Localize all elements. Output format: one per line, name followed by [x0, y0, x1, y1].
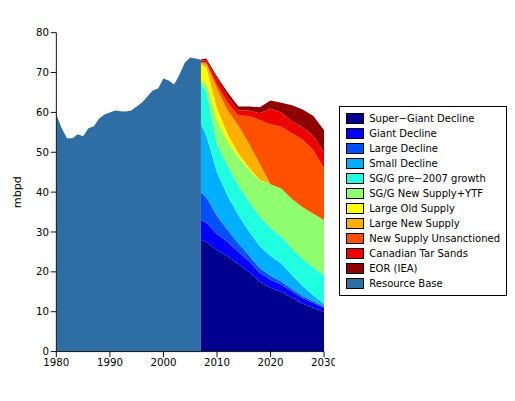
- html-text:New Supply Unsanctioned: New Supply Unsanctioned: [369, 232, 500, 244]
- svg-text:2030: 2030: [311, 357, 335, 368]
- svg-text:20: 20: [36, 266, 49, 277]
- svg-text:0: 0: [42, 346, 49, 357]
- html-text:Resource Base: Resource Base: [369, 277, 443, 289]
- svg-text:2010: 2010: [204, 357, 230, 368]
- html-text:Large New Supply: Large New Supply: [369, 217, 460, 229]
- svg-text:2000: 2000: [150, 357, 176, 368]
- svg-text:2020: 2020: [258, 357, 284, 368]
- html-text:Canadian Tar Sands: Canadian Tar Sands: [369, 247, 468, 259]
- html-text:EOR (IEA): EOR (IEA): [369, 262, 418, 274]
- html-text:SG/G pre−2007 growth: SG/G pre−2007 growth: [369, 172, 486, 184]
- svg-text:30: 30: [36, 227, 49, 238]
- svg-text:80: 80: [36, 27, 49, 38]
- html-text:Large Old Supply: Large Old Supply: [369, 202, 455, 214]
- svg-text:70: 70: [36, 67, 49, 78]
- svg-text:40: 40: [36, 187, 49, 198]
- html-text:Small Decline: Small Decline: [369, 157, 438, 169]
- html-text:Giant Decline: Giant Decline: [369, 127, 437, 139]
- svg-text:60: 60: [36, 107, 49, 118]
- svg-text:50: 50: [36, 147, 49, 158]
- svg-text:1990: 1990: [97, 357, 123, 368]
- svg-text:1980: 1980: [43, 357, 69, 368]
- svg-text:mbpd: mbpd: [11, 176, 24, 208]
- html-text:Super−Giant Decline: Super−Giant Decline: [369, 112, 475, 124]
- html-text:SG/G New Supply+YTF: SG/G New Supply+YTF: [369, 187, 484, 199]
- svg-text:10: 10: [36, 306, 49, 317]
- html-text:Large Decline: Large Decline: [369, 142, 438, 154]
